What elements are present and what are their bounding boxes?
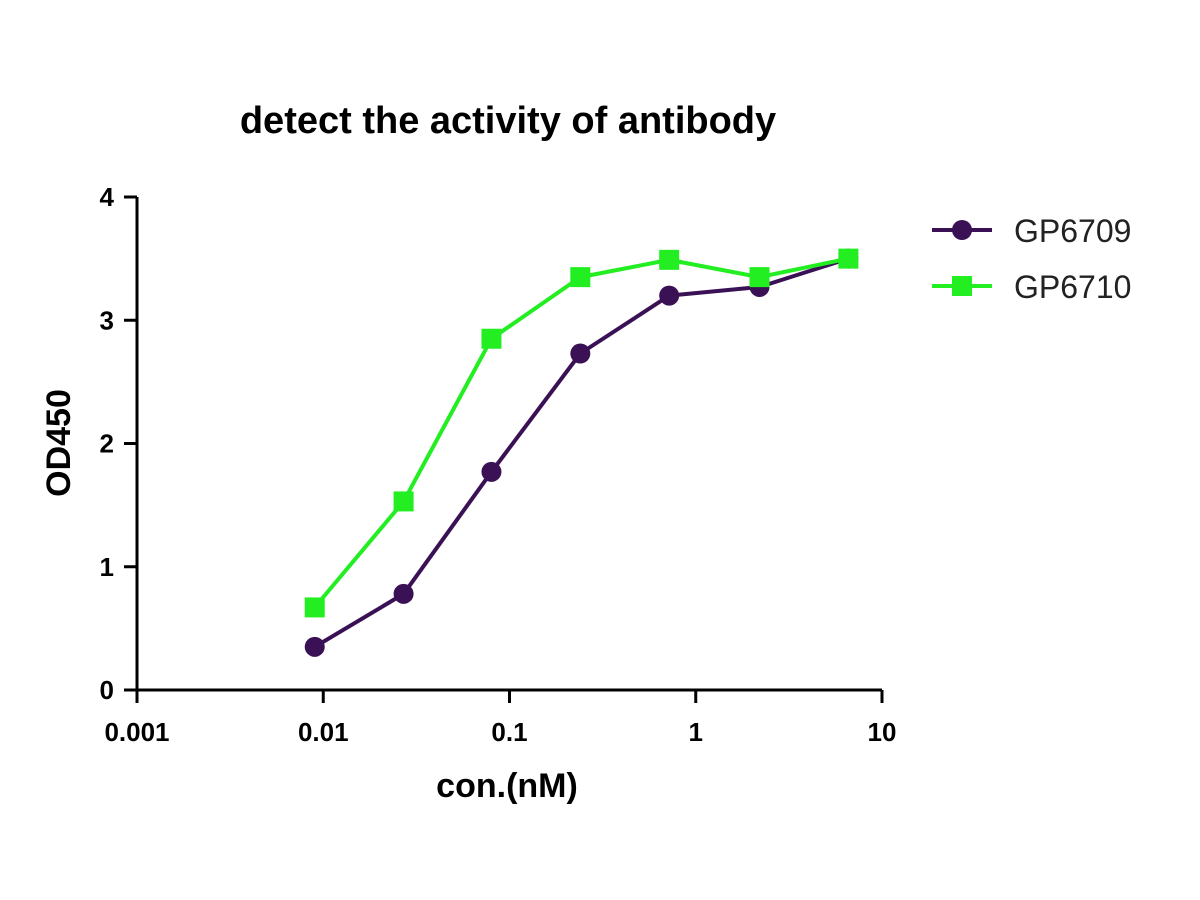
- x-axis-label: con.(nM): [436, 767, 578, 805]
- y-tick-label: 4: [100, 182, 115, 212]
- y-tick-label: 0: [100, 675, 114, 705]
- y-tick-label: 2: [100, 429, 114, 459]
- legend-label: GP6709: [1014, 213, 1131, 249]
- data-point: [304, 636, 325, 657]
- data-point: [659, 285, 680, 306]
- data-point: [659, 249, 680, 270]
- x-tick-label: 0.01: [298, 717, 349, 747]
- legend-marker: [952, 276, 972, 296]
- series-line: [313, 256, 849, 609]
- x-tick-label: 0.1: [491, 717, 527, 747]
- series-GP6709: [304, 248, 859, 657]
- x-tick-label: 10: [868, 717, 897, 747]
- data-point: [570, 267, 591, 288]
- y-axis-label: OD450: [40, 389, 78, 497]
- legend: GP6709 GP6710: [932, 213, 1131, 305]
- y-tick-label: 1: [100, 552, 114, 582]
- x-tick-label: 0.001: [104, 717, 169, 747]
- series-line: [313, 256, 850, 649]
- data-point: [481, 461, 502, 482]
- legend-label: GP6710: [1014, 269, 1131, 305]
- data-point: [393, 583, 414, 604]
- x-tick-label: 1: [689, 717, 703, 747]
- data-point: [749, 267, 770, 288]
- legend-item: GP6709: [932, 213, 1131, 249]
- series-GP6710: [304, 248, 859, 618]
- legend-item: GP6710: [932, 269, 1131, 305]
- data-point: [393, 491, 414, 512]
- x-ticks: 0.001 0.01 0.1 1 10: [104, 690, 896, 747]
- chart-title: detect the activity of antibody: [240, 100, 776, 142]
- plot-series: [304, 248, 859, 657]
- data-point: [838, 248, 859, 269]
- data-point: [570, 343, 591, 364]
- data-point: [304, 597, 325, 618]
- legend-marker: [952, 220, 972, 240]
- y-tick-label: 3: [100, 305, 114, 335]
- data-point: [481, 328, 502, 349]
- axes: [135, 197, 882, 692]
- y-ticks: 0 1 2 3 4: [100, 182, 137, 705]
